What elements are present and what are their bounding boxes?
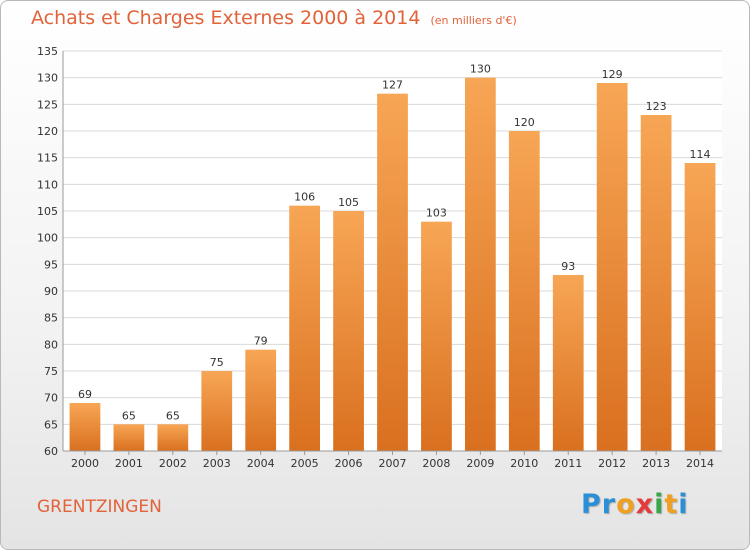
chart-title-text: Achats et Charges Externes 2000 à 2014 xyxy=(31,7,421,29)
bar-2007 xyxy=(377,93,408,452)
data-label: 106 xyxy=(294,191,315,204)
data-labels: 69 65 65 75 79 106 105 127 103 130 120 93 129 123 114 xyxy=(78,63,711,423)
data-label: 129 xyxy=(602,68,623,81)
x-tick-label: 2009 xyxy=(466,457,494,470)
logo-letter: P xyxy=(581,489,602,520)
y-tick-label: 95 xyxy=(44,258,58,271)
x-axis: 2000 2001 2002 2003 2004 2005 2006 2007 2008 2009… xyxy=(63,450,722,470)
x-tick-label: 2013 xyxy=(642,457,670,470)
bar-2013 xyxy=(640,115,672,451)
y-tick-label: 120 xyxy=(37,125,58,138)
x-tick-label: 2012 xyxy=(598,457,626,470)
y-tick-label: 125 xyxy=(37,98,58,111)
x-tick-label: 2001 xyxy=(115,457,143,470)
y-axis: 60 65 70 75 80 85 90 95 100 105 110 115 120 125 130 135 xyxy=(37,45,64,458)
data-label: 65 xyxy=(122,409,136,422)
bar-2000 xyxy=(69,403,101,451)
chart-subtitle: (en milliers d'€) xyxy=(430,14,517,27)
bar-2011 xyxy=(552,275,584,451)
chart-title: Achats et Charges Externes 2000 à 2014 (e… xyxy=(31,7,517,29)
data-label: 79 xyxy=(254,335,268,348)
data-label: 130 xyxy=(470,63,491,76)
data-label: 114 xyxy=(690,148,711,161)
data-label: 120 xyxy=(514,116,535,129)
y-tick-label: 110 xyxy=(37,178,58,191)
proxiti-logo: Proxiti xyxy=(581,489,689,520)
location-label: GRENTZINGEN xyxy=(37,497,162,517)
logo-letter: o xyxy=(616,489,636,520)
y-tick-label: 85 xyxy=(44,312,58,325)
bar-2014 xyxy=(684,163,716,451)
bar-2002 xyxy=(157,424,189,451)
y-tick-label: 100 xyxy=(37,232,58,245)
data-label: 65 xyxy=(166,409,180,422)
y-tick-label: 70 xyxy=(44,392,58,405)
x-tick-label: 2002 xyxy=(159,457,187,470)
bar-2008 xyxy=(421,221,452,451)
data-label: 123 xyxy=(646,100,667,113)
x-tick-label: 2005 xyxy=(291,457,319,470)
y-tick-label: 105 xyxy=(37,205,58,218)
bar-2003 xyxy=(201,371,233,451)
data-label: 69 xyxy=(78,388,92,401)
bars xyxy=(69,77,716,452)
y-tick-label: 60 xyxy=(44,445,58,458)
data-label: 103 xyxy=(426,207,447,220)
x-tick-label: 2007 xyxy=(379,457,407,470)
bar-2001 xyxy=(113,424,145,451)
bar-2005 xyxy=(289,205,321,451)
logo-letter: t xyxy=(664,489,679,520)
y-tick-label: 90 xyxy=(44,285,58,298)
logo-letter: x xyxy=(635,489,655,520)
logo-letter: i xyxy=(654,489,665,520)
y-tick-label: 75 xyxy=(44,365,58,378)
x-tick-label: 2011 xyxy=(554,457,582,470)
bar-2006 xyxy=(333,211,364,451)
x-tick-label: 2014 xyxy=(686,457,714,470)
data-label: 127 xyxy=(382,79,403,92)
logo-letter: i xyxy=(678,489,689,520)
bar-2009 xyxy=(464,77,496,452)
x-tick-label: 2006 xyxy=(335,457,363,470)
x-tick-label: 2003 xyxy=(203,457,231,470)
y-tick-label: 130 xyxy=(37,72,58,85)
bar-2012 xyxy=(596,83,628,451)
y-tick-label: 115 xyxy=(37,152,58,165)
y-tick-label: 80 xyxy=(44,338,58,351)
x-tick-label: 2010 xyxy=(510,457,538,470)
data-label: 93 xyxy=(561,260,575,273)
x-tick-label: 2000 xyxy=(71,457,99,470)
x-tick-label: 2004 xyxy=(247,457,275,470)
y-tick-label: 65 xyxy=(44,418,58,431)
data-label: 105 xyxy=(338,196,359,209)
bar-2010 xyxy=(508,131,540,451)
x-tick-label: 2008 xyxy=(422,457,450,470)
data-label: 75 xyxy=(210,356,224,369)
logo-letter: r xyxy=(601,489,617,520)
y-tick-label: 135 xyxy=(37,45,58,58)
bar-2004 xyxy=(245,349,277,451)
